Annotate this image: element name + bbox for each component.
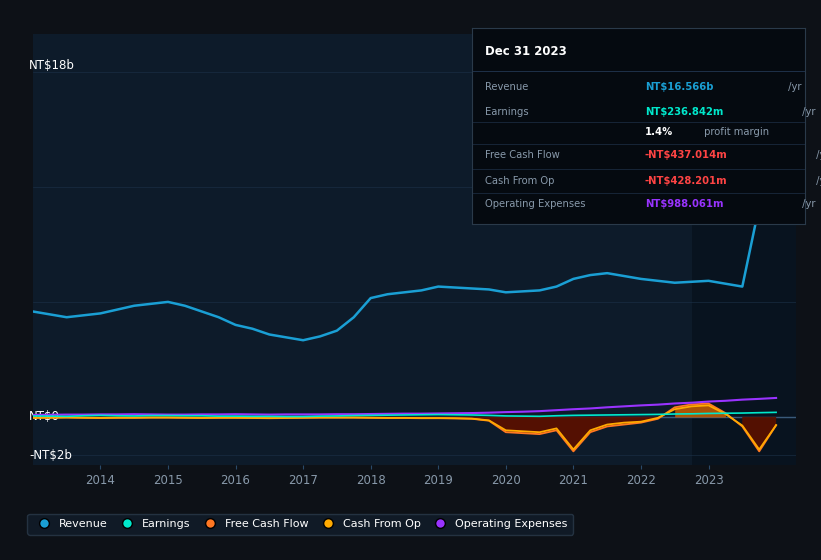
Text: Free Cash Flow: Free Cash Flow	[485, 151, 560, 160]
Text: Earnings: Earnings	[485, 108, 529, 117]
Text: /yr: /yr	[813, 151, 821, 160]
Bar	[691, 34, 796, 465]
Text: NT$0: NT$0	[29, 410, 60, 423]
Text: NT$18b: NT$18b	[29, 59, 75, 72]
Text: Cash From Op: Cash From Op	[485, 176, 555, 186]
Text: -NT$428.201m: -NT$428.201m	[645, 176, 727, 186]
Text: NT$16.566b: NT$16.566b	[645, 82, 713, 92]
Text: -NT$2b: -NT$2b	[29, 449, 72, 461]
Text: /yr: /yr	[799, 108, 815, 117]
Legend: Revenue, Earnings, Free Cash Flow, Cash From Op, Operating Expenses: Revenue, Earnings, Free Cash Flow, Cash …	[27, 514, 573, 535]
Text: /yr: /yr	[785, 82, 801, 92]
Text: Revenue: Revenue	[485, 82, 529, 92]
Text: NT$988.061m: NT$988.061m	[645, 199, 723, 209]
Text: /yr: /yr	[799, 199, 815, 209]
Text: profit margin: profit margin	[701, 127, 769, 137]
Text: NT$236.842m: NT$236.842m	[645, 108, 723, 117]
Text: 1.4%: 1.4%	[645, 127, 673, 137]
Text: Dec 31 2023: Dec 31 2023	[485, 45, 567, 58]
Text: -NT$437.014m: -NT$437.014m	[645, 151, 727, 160]
Text: /yr: /yr	[813, 176, 821, 186]
Text: Operating Expenses: Operating Expenses	[485, 199, 586, 209]
